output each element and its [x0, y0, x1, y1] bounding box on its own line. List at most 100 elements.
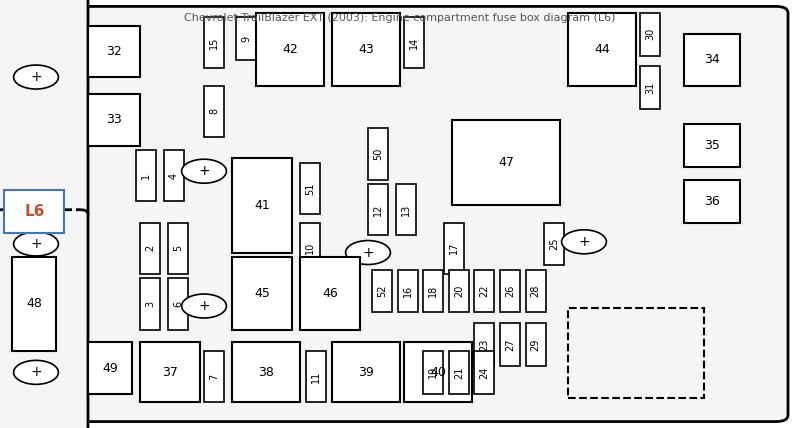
Text: 4: 4 [169, 172, 179, 178]
FancyBboxPatch shape [140, 223, 160, 274]
FancyBboxPatch shape [204, 351, 224, 402]
FancyBboxPatch shape [368, 128, 388, 180]
Text: 26: 26 [505, 285, 515, 297]
Text: +: + [578, 235, 590, 249]
Text: 35: 35 [704, 139, 720, 152]
FancyBboxPatch shape [60, 6, 788, 422]
Text: 20: 20 [454, 285, 464, 297]
Text: +: + [30, 70, 42, 84]
FancyBboxPatch shape [449, 351, 469, 394]
Text: 6: 6 [173, 301, 183, 307]
FancyBboxPatch shape [168, 223, 188, 274]
FancyBboxPatch shape [423, 270, 443, 312]
Text: 28: 28 [530, 285, 541, 297]
FancyBboxPatch shape [372, 270, 392, 312]
FancyBboxPatch shape [368, 184, 388, 235]
Text: 16: 16 [402, 285, 413, 297]
Text: Chevrolet TrailBlazer EXT (2003): Engine compartment fuse box diagram (L6): Chevrolet TrailBlazer EXT (2003): Engine… [184, 13, 616, 23]
FancyBboxPatch shape [164, 150, 184, 201]
Text: 17: 17 [449, 242, 459, 254]
FancyBboxPatch shape [449, 270, 469, 312]
Text: 49: 49 [102, 362, 118, 374]
Circle shape [182, 159, 226, 183]
FancyBboxPatch shape [526, 270, 546, 312]
Circle shape [562, 230, 606, 254]
FancyBboxPatch shape [404, 17, 424, 68]
Text: 31: 31 [645, 82, 655, 94]
Text: 29: 29 [530, 339, 541, 351]
Text: 1: 1 [141, 172, 151, 178]
Circle shape [14, 65, 58, 89]
FancyBboxPatch shape [204, 17, 224, 68]
Text: 7: 7 [209, 374, 219, 380]
FancyBboxPatch shape [300, 257, 360, 330]
Text: 34: 34 [704, 54, 720, 66]
Text: 2: 2 [145, 245, 155, 251]
FancyBboxPatch shape [684, 124, 740, 167]
Text: 46: 46 [322, 287, 338, 300]
Text: 43: 43 [358, 43, 374, 56]
FancyBboxPatch shape [140, 342, 200, 402]
Text: 5: 5 [173, 245, 183, 251]
FancyBboxPatch shape [396, 184, 416, 235]
Text: 48: 48 [26, 297, 42, 310]
Text: 23: 23 [479, 339, 490, 351]
Text: 27: 27 [505, 338, 515, 351]
FancyBboxPatch shape [204, 86, 224, 137]
FancyBboxPatch shape [474, 323, 494, 366]
FancyBboxPatch shape [306, 351, 326, 402]
FancyBboxPatch shape [404, 342, 472, 402]
Text: 32: 32 [106, 45, 122, 58]
Text: 50: 50 [373, 148, 383, 160]
Text: +: + [198, 299, 210, 313]
FancyBboxPatch shape [568, 13, 636, 86]
Text: 8: 8 [209, 108, 219, 114]
Text: 13: 13 [401, 204, 411, 216]
FancyBboxPatch shape [332, 342, 400, 402]
FancyBboxPatch shape [232, 257, 292, 330]
FancyBboxPatch shape [168, 278, 188, 330]
Text: 12: 12 [373, 204, 383, 216]
Text: 3: 3 [145, 301, 155, 307]
Circle shape [14, 360, 58, 384]
Text: 9: 9 [241, 36, 251, 42]
FancyBboxPatch shape [88, 342, 132, 394]
FancyBboxPatch shape [640, 66, 660, 109]
Text: 33: 33 [106, 113, 122, 126]
FancyBboxPatch shape [500, 323, 520, 366]
FancyBboxPatch shape [12, 257, 56, 351]
Text: 41: 41 [254, 199, 270, 212]
Text: 47: 47 [498, 156, 514, 169]
FancyBboxPatch shape [140, 278, 160, 330]
FancyBboxPatch shape [4, 190, 64, 233]
Text: +: + [362, 246, 374, 259]
Circle shape [182, 294, 226, 318]
Text: +: + [198, 164, 210, 178]
FancyBboxPatch shape [236, 17, 256, 60]
FancyBboxPatch shape [684, 180, 740, 223]
FancyBboxPatch shape [0, 0, 88, 218]
FancyBboxPatch shape [256, 13, 324, 86]
FancyBboxPatch shape [474, 351, 494, 394]
Text: L6: L6 [24, 204, 45, 220]
FancyBboxPatch shape [444, 223, 464, 274]
FancyBboxPatch shape [300, 223, 320, 274]
FancyBboxPatch shape [332, 13, 400, 86]
Text: 22: 22 [479, 285, 490, 297]
FancyBboxPatch shape [398, 270, 418, 312]
Text: +: + [30, 237, 42, 251]
FancyBboxPatch shape [474, 270, 494, 312]
FancyBboxPatch shape [232, 158, 292, 253]
Text: 39: 39 [358, 366, 374, 379]
Text: 52: 52 [377, 285, 387, 297]
FancyBboxPatch shape [526, 323, 546, 366]
Text: 40: 40 [430, 366, 446, 379]
Text: +: + [30, 366, 42, 379]
Text: 24: 24 [479, 366, 490, 378]
FancyBboxPatch shape [640, 13, 660, 56]
Text: 14: 14 [409, 37, 419, 49]
FancyBboxPatch shape [136, 150, 156, 201]
FancyBboxPatch shape [684, 34, 740, 86]
Text: 10: 10 [305, 242, 315, 254]
Text: 44: 44 [594, 43, 610, 56]
